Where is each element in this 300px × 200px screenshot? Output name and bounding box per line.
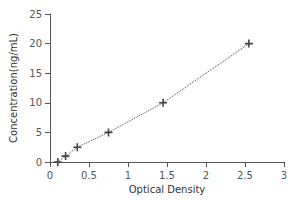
svg-text:3: 3: [281, 170, 287, 181]
svg-text:Optical Density: Optical Density: [129, 184, 206, 195]
svg-text:15: 15: [29, 68, 42, 79]
svg-text:0: 0: [47, 170, 53, 181]
svg-text:1.5: 1.5: [159, 170, 175, 181]
svg-text:10: 10: [29, 97, 42, 108]
svg-text:25: 25: [29, 9, 42, 20]
svg-text:0: 0: [36, 157, 42, 168]
svg-text:20: 20: [29, 38, 42, 49]
svg-text:2: 2: [203, 170, 209, 181]
svg-text:0.5: 0.5: [81, 170, 97, 181]
svg-text:1: 1: [125, 170, 131, 181]
svg-text:5: 5: [36, 127, 42, 138]
svg-text:Concentration(ng/mL): Concentration(ng/mL): [8, 33, 19, 143]
svg-text:2.5: 2.5: [237, 170, 253, 181]
